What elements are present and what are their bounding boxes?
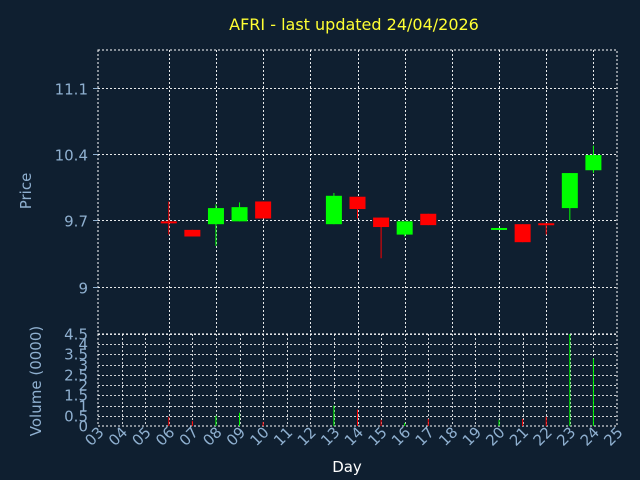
x-axis-label: Day bbox=[332, 458, 362, 476]
candle-body bbox=[231, 207, 248, 222]
candle bbox=[585, 145, 602, 174]
x-tick-label: 09 bbox=[223, 423, 249, 449]
x-tick-label: 13 bbox=[317, 423, 343, 449]
price-tick-label: 10.4 bbox=[55, 147, 88, 165]
x-tick-label: 25 bbox=[600, 423, 626, 449]
volume-tick-label: 0.5 bbox=[64, 408, 88, 426]
x-tick-label: 24 bbox=[577, 423, 603, 449]
volume-panel: 00.511.522.533.544.503040506070809101112… bbox=[64, 326, 626, 450]
x-tick-label: 08 bbox=[199, 423, 225, 449]
x-tick-label: 11 bbox=[270, 423, 296, 449]
candle bbox=[325, 192, 342, 225]
candle bbox=[160, 201, 177, 235]
x-tick-label: 19 bbox=[459, 423, 485, 449]
candle-body bbox=[514, 224, 531, 243]
volume-plot-border bbox=[97, 333, 618, 427]
chart-title: AFRI - last updated 24/04/2026 bbox=[229, 15, 479, 34]
candle-body bbox=[255, 201, 272, 219]
x-tick-label: 15 bbox=[364, 423, 390, 449]
candle bbox=[207, 204, 224, 246]
candle-body bbox=[160, 221, 177, 224]
candle-body bbox=[538, 223, 555, 226]
price-axis-label: Price bbox=[17, 173, 35, 210]
x-tick-label: 07 bbox=[176, 423, 202, 449]
volume-tick-label: 2.5 bbox=[64, 367, 88, 385]
candle bbox=[561, 173, 578, 221]
candle-body bbox=[420, 213, 437, 226]
x-tick-label: 16 bbox=[388, 423, 414, 449]
volume-axis-label: Volume (0000) bbox=[27, 326, 45, 436]
x-tick-label: 21 bbox=[506, 423, 532, 449]
x-tick-label: 22 bbox=[530, 423, 556, 449]
candle bbox=[255, 201, 272, 219]
candle-body bbox=[349, 196, 366, 210]
volume-tick-label: 1 bbox=[78, 398, 88, 416]
x-tick-label: 14 bbox=[341, 423, 367, 449]
x-tick-label: 23 bbox=[553, 423, 579, 449]
volume-tick-label: 0 bbox=[78, 418, 88, 436]
x-tick-label: 17 bbox=[412, 423, 438, 449]
candle-body bbox=[396, 221, 413, 235]
x-tick-label: 06 bbox=[152, 423, 178, 449]
x-tick-label: 18 bbox=[435, 423, 461, 449]
price-panel: 9 9.7 10.4 11.1 bbox=[55, 49, 618, 335]
x-tick-label: 05 bbox=[129, 423, 155, 449]
volume-tick-label: 2 bbox=[78, 377, 88, 395]
volume-tick-label: 3 bbox=[78, 357, 88, 375]
x-tick-label: 10 bbox=[246, 423, 272, 449]
candle-body bbox=[585, 155, 602, 171]
candle bbox=[231, 202, 248, 222]
candle bbox=[349, 196, 366, 219]
candle-body bbox=[325, 195, 342, 225]
price-tick-label: 9.7 bbox=[64, 213, 88, 231]
volume-tick-label: 3.5 bbox=[64, 346, 88, 364]
candle bbox=[184, 229, 201, 237]
x-tick-label: 12 bbox=[294, 423, 320, 449]
candle bbox=[514, 224, 531, 243]
price-plot-border bbox=[97, 49, 618, 335]
candle-body bbox=[184, 229, 201, 237]
x-tick-label: 20 bbox=[482, 423, 508, 449]
candle bbox=[373, 217, 390, 259]
volume-tick-label: 4 bbox=[78, 336, 88, 354]
candle-body bbox=[491, 227, 508, 230]
candle-body bbox=[561, 173, 578, 209]
candle-body bbox=[207, 208, 224, 225]
price-tick-label: 11.1 bbox=[55, 81, 88, 99]
candle bbox=[420, 213, 437, 226]
candle bbox=[491, 227, 508, 230]
candle bbox=[396, 221, 413, 237]
candle bbox=[538, 223, 555, 235]
candle-body bbox=[373, 217, 390, 228]
volume-tick-label: 1.5 bbox=[64, 387, 88, 405]
price-tick-label: 9 bbox=[78, 280, 88, 298]
volume-tick-label: 4.5 bbox=[64, 326, 88, 344]
x-tick-label: 04 bbox=[105, 423, 131, 449]
